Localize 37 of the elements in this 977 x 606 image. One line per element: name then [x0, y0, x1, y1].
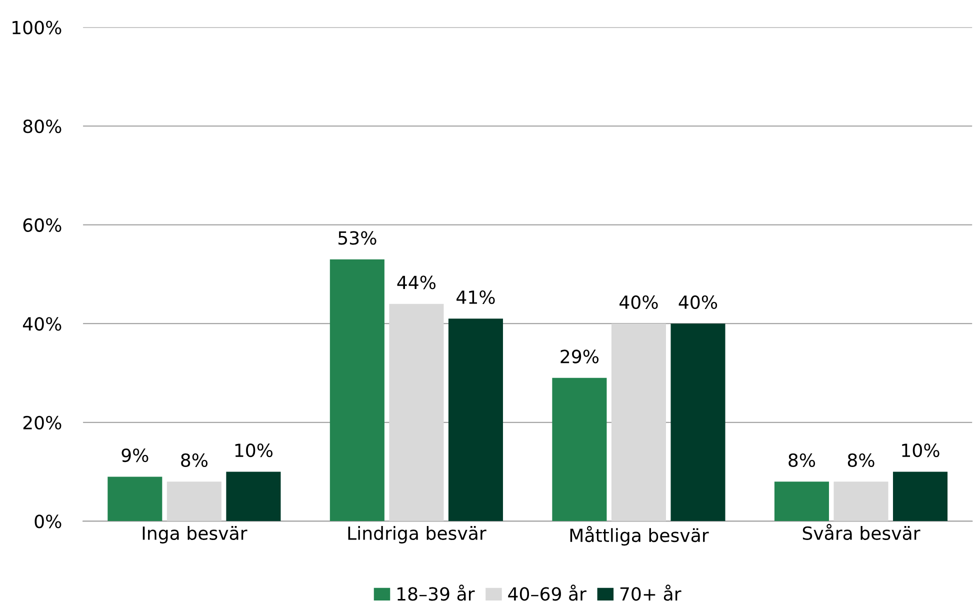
bar [389, 304, 444, 522]
y-tick-label: 20% [23, 416, 62, 430]
x-tick-label: Svåra besvär [802, 524, 920, 540]
bar [330, 259, 384, 522]
data-label: 8% [181, 453, 208, 468]
y-tick-label: 100% [12, 20, 62, 34]
data-label: 53% [338, 231, 376, 245]
x-tick-label: Lindriga besvär [348, 526, 486, 544]
data-label: 10% [235, 444, 273, 458]
data-label: 40% [620, 295, 658, 309]
y-tick-label: 60% [23, 218, 62, 232]
y-tick-label: 80% [23, 120, 62, 134]
data-label: 40% [678, 295, 718, 309]
legend-label: 40–69 år [508, 584, 586, 601]
bar [774, 482, 829, 522]
x-tick-label: Måttliga besvär [570, 526, 709, 546]
bar [166, 482, 222, 522]
bar [552, 378, 607, 522]
bar [670, 324, 726, 522]
data-label: 29% [560, 350, 599, 364]
y-tick-label: 40% [22, 317, 62, 331]
data-label: 10% [902, 444, 940, 458]
bar [448, 318, 503, 522]
bar [892, 472, 948, 522]
legend-label: 18–39 år [398, 584, 475, 601]
bar [226, 472, 281, 522]
data-label: 8% [788, 453, 816, 468]
data-label: 9% [122, 448, 148, 462]
legend-label: 70+ år [620, 584, 682, 601]
bar [611, 324, 666, 522]
bar [834, 482, 888, 522]
bar [108, 476, 162, 522]
data-label: 8% [848, 453, 874, 468]
data-label: 44% [397, 276, 436, 290]
y-tick-label: 0% [34, 514, 62, 528]
x-tick-label: Inga besvär [142, 526, 248, 544]
data-label: 41% [456, 290, 495, 304]
